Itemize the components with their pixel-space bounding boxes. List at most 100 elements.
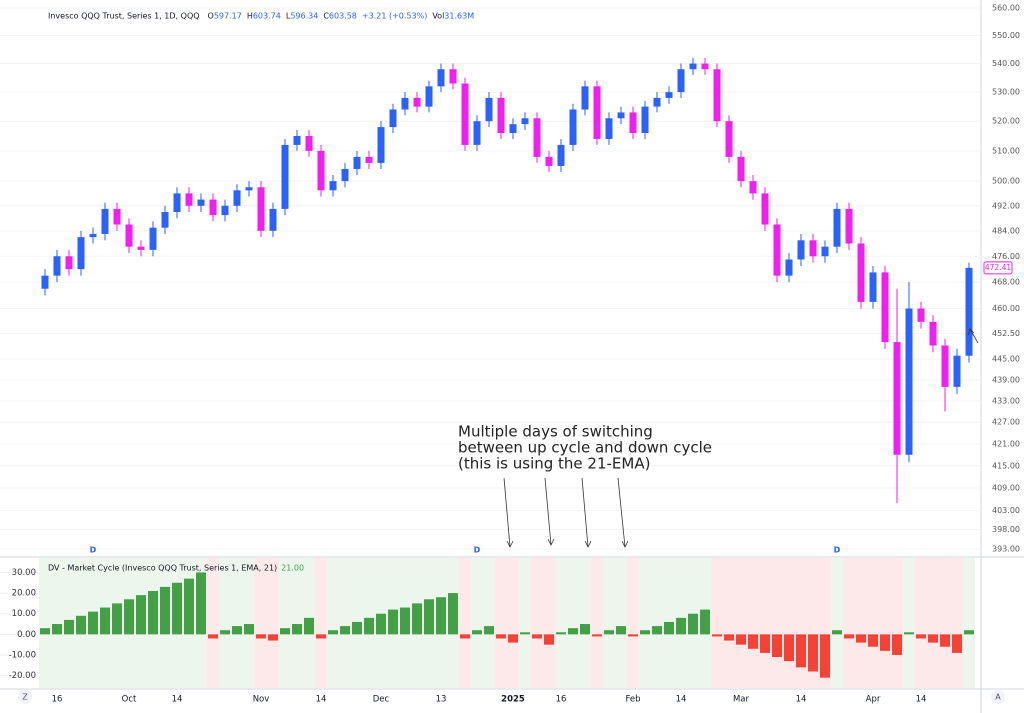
control-button[interactable]: A — [995, 693, 1001, 702]
candle-body — [845, 208, 853, 244]
cycle-background — [519, 558, 531, 688]
candle-body — [101, 208, 109, 234]
cycle-background — [891, 558, 903, 688]
cycle-background — [711, 558, 723, 688]
candle-body — [593, 86, 601, 139]
cycle-bar — [364, 617, 374, 635]
cycle-background — [903, 558, 915, 688]
cycle-bar — [964, 630, 974, 635]
cycle-bar — [820, 634, 830, 678]
y-tick-label: 433.00 — [992, 396, 1020, 405]
y-tick-label: 550.00 — [992, 31, 1020, 40]
cycle-background — [615, 558, 627, 688]
cycle-background — [723, 558, 735, 688]
cycle-background — [939, 558, 951, 688]
annotation-arrows — [503, 328, 979, 548]
cycle-bar — [220, 630, 230, 635]
cycle-background — [735, 558, 747, 688]
y-tick-label: 403.00 — [992, 506, 1020, 515]
cycle-bar — [304, 617, 314, 635]
candle-body — [353, 156, 361, 169]
candle-body — [905, 308, 913, 455]
candle-body — [917, 308, 925, 322]
cycle-background — [795, 558, 807, 688]
cycle-bar — [676, 617, 686, 635]
indicator-label: DV - Market Cycle (Invesco QQQ Trust, Se… — [48, 564, 277, 573]
x-tick-label: Oct — [122, 695, 137, 705]
cycle-background — [507, 558, 519, 688]
annotation: (this is using the 21-EMA) — [458, 455, 650, 473]
y-tick-label: 530.00 — [992, 88, 1020, 97]
y-tick-label: 421.00 — [992, 439, 1020, 448]
candle-body — [557, 144, 565, 166]
cycle-bar — [64, 619, 74, 635]
quote-label: O — [208, 12, 214, 21]
cycle-bar — [796, 634, 806, 668]
dividend-mark: D — [834, 546, 841, 555]
x-tick-label: 14 — [796, 695, 807, 705]
candle-body — [701, 63, 709, 70]
candle-body — [449, 69, 457, 84]
candle-body — [893, 342, 901, 455]
x-tick-label: 2025 — [501, 695, 525, 705]
cycle-bar — [520, 632, 530, 635]
candle-body — [737, 156, 745, 182]
y-tick-label: 398.00 — [992, 525, 1020, 534]
candle-body — [725, 121, 733, 157]
arrow — [544, 477, 552, 546]
candle-body — [65, 256, 73, 270]
x-tick-label: 14 — [316, 695, 327, 705]
cycle-bar — [76, 615, 86, 635]
quote-value: 597.17 — [214, 12, 242, 21]
cycle-background — [567, 558, 579, 688]
candle-body — [209, 199, 217, 216]
candle-body — [293, 135, 301, 145]
cycle-background — [555, 558, 567, 688]
cycle-bar — [628, 634, 638, 637]
control-button[interactable]: Z — [22, 693, 28, 702]
x-tick-label: 16 — [556, 695, 567, 705]
cycle-bar — [436, 597, 446, 635]
candle-body — [125, 224, 133, 247]
cycle-bar — [496, 634, 506, 639]
cycle-bar — [460, 634, 470, 639]
cycle-bar — [208, 634, 218, 639]
candle-body — [233, 190, 241, 206]
candle-body — [269, 208, 277, 231]
cycle-bar — [256, 634, 266, 639]
cycle-bar — [292, 624, 302, 635]
quote-value: 31.63M — [444, 12, 474, 21]
cycle-background — [915, 558, 927, 688]
cycle-bar — [472, 630, 482, 635]
candle-body — [545, 156, 553, 166]
cycle-background — [651, 558, 663, 688]
candle-body — [473, 121, 481, 145]
cycle-bar — [904, 632, 914, 635]
cycle-bar — [568, 628, 578, 635]
x-tick-label: Dec — [373, 695, 390, 705]
cycle-bar — [316, 634, 326, 639]
cycle-bar — [400, 607, 410, 635]
cycle-bar — [880, 634, 890, 651]
candle-body — [797, 240, 805, 260]
cycle-background — [579, 558, 591, 688]
candle-body — [197, 199, 205, 206]
cycle-background — [51, 558, 63, 688]
cycle-bar — [868, 634, 878, 647]
y-tick-label: 445.00 — [992, 355, 1020, 364]
cycle-background — [603, 558, 615, 688]
cycle-bar — [940, 634, 950, 647]
cycle-bar — [388, 609, 398, 635]
candle-body — [377, 127, 385, 163]
candle-body — [425, 86, 433, 107]
cycle-background — [831, 558, 843, 688]
control-button-bg — [18, 690, 32, 704]
candle-body — [773, 224, 781, 276]
candle-body — [761, 193, 769, 225]
candle-body — [569, 109, 577, 145]
y-tick-label: 520.00 — [992, 117, 1020, 126]
candle-body — [281, 144, 289, 209]
cycle-bar — [724, 634, 734, 641]
cycle-background — [207, 558, 219, 688]
